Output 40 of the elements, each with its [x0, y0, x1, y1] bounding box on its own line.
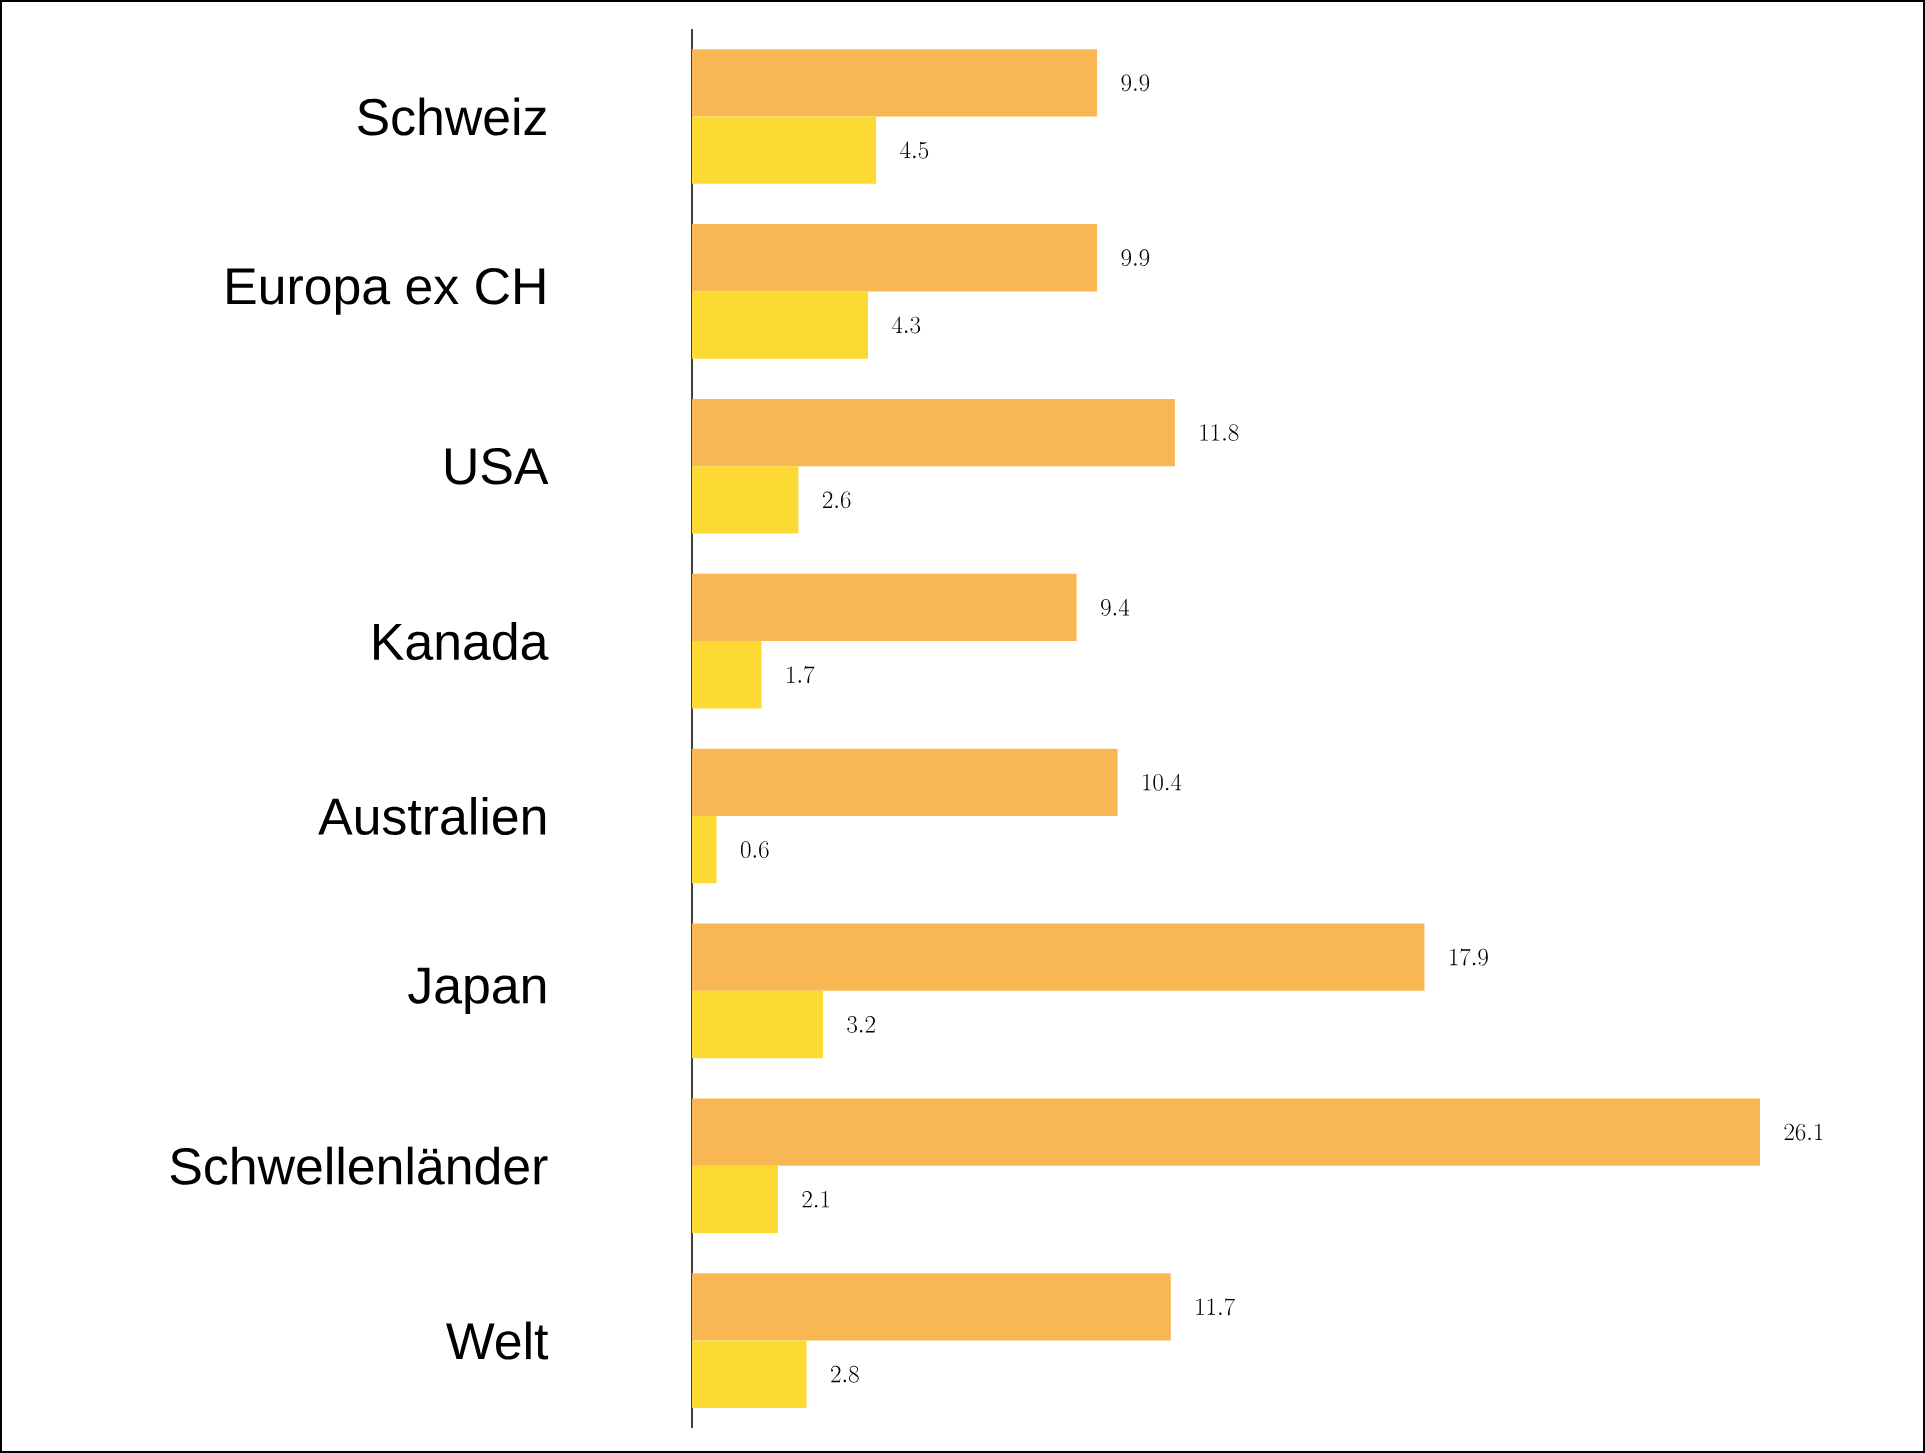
bar	[692, 1273, 1171, 1341]
y-tick-label: Australien	[318, 796, 546, 835]
bar	[692, 1165, 778, 1234]
y-tick-label: Kanada	[374, 622, 549, 661]
y-tick-label: Schweiz	[357, 97, 546, 136]
bar	[692, 49, 1098, 117]
bar	[692, 641, 762, 709]
data-label: 9.9	[1121, 74, 1150, 92]
y-tick-label: Welt	[446, 1321, 549, 1360]
y-tick-label: Japan	[408, 967, 546, 1015]
data-label: 4.5	[900, 141, 929, 159]
bar	[692, 1098, 1760, 1166]
data-label: 2.6	[822, 491, 851, 509]
bar	[692, 291, 868, 359]
bar	[692, 990, 823, 1059]
data-label: 26. 1	[1784, 1123, 1823, 1141]
data-label: 11 .8	[1200, 424, 1239, 441]
y-tick-label: USA	[445, 447, 549, 485]
data-label: 2. 1	[802, 1190, 830, 1208]
data-label: 10.4	[1143, 773, 1182, 791]
y-tick-label: Schwellenländer	[170, 1146, 548, 1185]
bar	[692, 116, 877, 184]
data-label: 9.4	[1101, 598, 1130, 616]
data-label: 0.6	[741, 841, 769, 859]
bar	[692, 815, 717, 884]
data-label: 1 .7	[787, 665, 815, 684]
bar	[692, 398, 1175, 467]
data-label: 3.2	[847, 1016, 875, 1033]
bar	[692, 224, 1098, 292]
bar	[692, 466, 799, 534]
bar	[692, 573, 1077, 642]
data-label: 2.8	[831, 1365, 859, 1383]
data-label: 11 .7	[1196, 1298, 1235, 1316]
data-label: 17.9	[1450, 948, 1488, 966]
y-tick-label: Europa ex CH	[227, 267, 545, 315]
bar	[692, 923, 1425, 991]
bar	[692, 1340, 807, 1408]
bar	[692, 748, 1118, 816]
data-label: 9.9	[1121, 249, 1150, 267]
data-label: 4.3	[891, 316, 921, 334]
